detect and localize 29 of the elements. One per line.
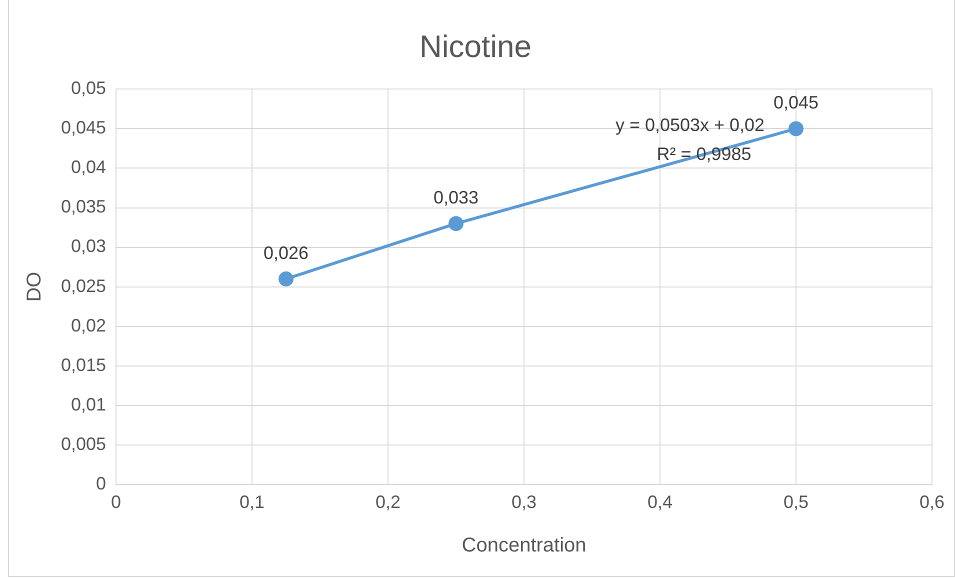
y-tick-label: 0,03 [70,236,106,256]
x-tick-label: 0,6 [919,492,945,512]
point [788,121,804,136]
point [278,271,294,286]
y-tick-label: 0,035 [60,196,106,217]
y-tick-label: 0,05 [70,78,106,98]
y-tick-label: 0,01 [70,394,106,414]
x-tick-label: 0,1 [240,492,265,512]
y-tick-label: 0,02 [70,315,106,336]
y-tick-label: 0,025 [60,276,106,296]
y-tick-label: 0,005 [60,434,106,454]
y-tick-label: 0,04 [70,157,106,178]
data-label: 0,045 [773,92,819,113]
annotation: y = 0,0503x + 0,02 [615,115,765,136]
x-tick-label: 0,4 [648,492,673,512]
x-tick-label: 0,3 [512,492,537,512]
x-axis-title: Concentration [462,534,586,557]
data-label: 0,026 [264,242,309,263]
annotation: R² = 0,9985 [656,144,752,164]
y-axis-title: DO [24,272,46,302]
x-tick-label: 0,2 [376,492,401,512]
x-tick-label: 0 [111,492,122,512]
x-tick-label: 0,5 [783,492,809,512]
y-tick-label: 0 [96,473,106,494]
point [448,216,464,232]
data-label: 0,033 [434,188,479,208]
y-tick-label: 0,045 [60,118,106,138]
chart-title: Nicotine [420,29,532,64]
y-tick-label: 0,015 [60,354,106,375]
